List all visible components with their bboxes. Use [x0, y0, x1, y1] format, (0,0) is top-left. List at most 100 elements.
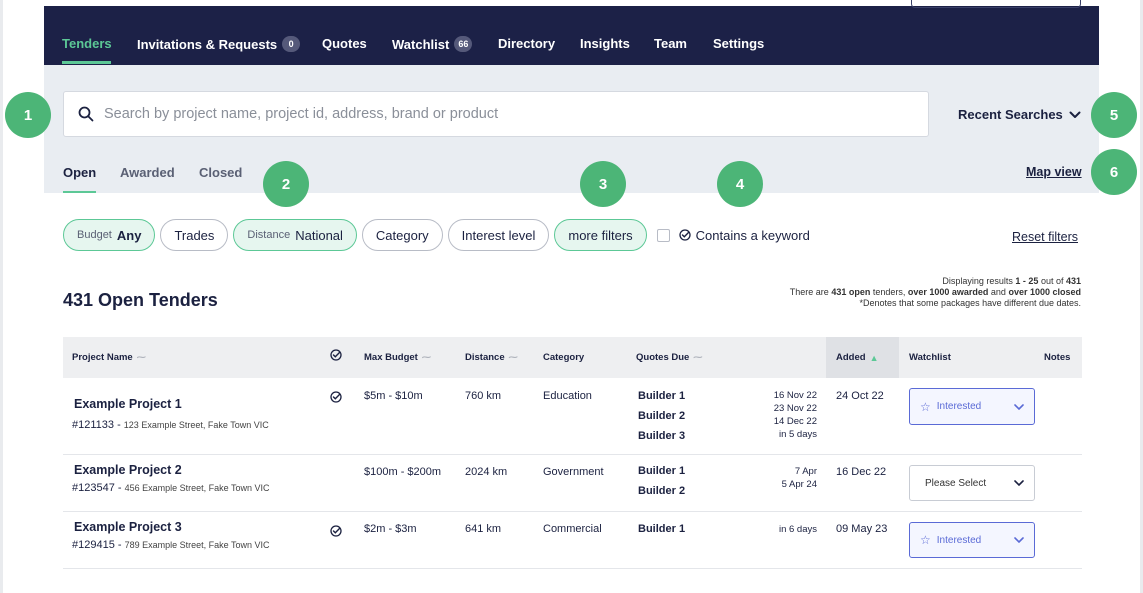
trades-filter[interactable]: Trades	[160, 219, 229, 251]
col-notes: Notes	[1044, 352, 1071, 363]
search-icon	[78, 106, 94, 122]
top-nav: Tenders Invitations & Requests 0 Quotes W…	[44, 0, 1099, 65]
category: Government	[543, 466, 604, 478]
builder-name: Builder 1	[638, 523, 686, 535]
check-circle-icon	[330, 391, 342, 403]
builder-name: Builder 2	[638, 485, 686, 497]
max-budget: $5m - $10m	[364, 390, 423, 402]
filter-value: Any	[116, 227, 142, 243]
nav-invitations[interactable]: Invitations & Requests 0	[137, 36, 301, 52]
table-row[interactable]: Example Project 2 #123547 - 456 Example …	[63, 455, 1082, 512]
app-frame: Tenders Invitations & Requests 0 Quotes W…	[44, 0, 1099, 593]
nav-label: Insights	[580, 36, 630, 51]
distance: 760 km	[465, 390, 502, 402]
sort-icon: ⁓	[508, 352, 518, 362]
tab-closed[interactable]: Closed	[199, 165, 243, 180]
page-title: 431 Open Tenders	[63, 290, 218, 310]
keyword-checkbox[interactable]	[656, 228, 670, 242]
nav-label: Tenders	[62, 36, 112, 51]
project-name[interactable]: Example Project 2	[74, 463, 182, 477]
nav-label: Team	[654, 36, 687, 51]
tab-active-underline	[63, 191, 96, 193]
map-view-link[interactable]: Map view	[1026, 165, 1082, 179]
col-max-budget[interactable]: Max Budget ⁓	[364, 352, 431, 363]
col-check	[330, 349, 342, 361]
nav-directory[interactable]: Directory	[498, 36, 555, 51]
results-line-2: There are 431 open tenders, over 1000 aw…	[789, 287, 1081, 297]
project-name[interactable]: Example Project 3	[74, 520, 182, 534]
reset-filters-link[interactable]: Reset filters	[1012, 230, 1078, 244]
interest-level-filter[interactable]: Interest level	[447, 219, 550, 251]
search-panel: Recent Searches Open Awarded Closed Map …	[44, 65, 1099, 193]
col-project-name[interactable]: Project Name ⁓	[72, 352, 146, 363]
max-budget: $2m - $3m	[364, 523, 417, 535]
col-quotes-due[interactable]: Quotes Due ⁓	[636, 352, 703, 363]
category-filter[interactable]: Category	[361, 219, 443, 251]
col-distance[interactable]: Distance ⁓	[465, 352, 518, 363]
chevron-down-icon	[1069, 111, 1081, 118]
budget-filter[interactable]: Budget Any	[63, 219, 156, 251]
watchlist-value: Please Select	[925, 477, 987, 489]
quotes-due-dates: in 6 days	[778, 524, 817, 535]
table-header: Project Name ⁓ Max Budget ⁓ Distance ⁓ Cate…	[63, 337, 1082, 378]
sort-ascending-icon: ▲	[869, 352, 879, 363]
distance-filter[interactable]: Distance National	[233, 219, 357, 251]
project-id-address: #123547 - 456 Example Street, Fake Town …	[72, 482, 270, 494]
star-icon: ☆	[920, 399, 931, 414]
project-name[interactable]: Example Project 1	[74, 397, 182, 411]
recent-searches-button[interactable]: Recent Searches	[958, 107, 1081, 122]
search-box[interactable]	[63, 91, 929, 137]
tab-awarded[interactable]: Awarded	[120, 165, 175, 180]
chevron-down-icon	[1014, 480, 1024, 486]
tab-open[interactable]: Open	[63, 165, 97, 180]
annotation-marker-6: 6	[1091, 149, 1137, 195]
watchlist-count-badge: 66	[454, 36, 473, 52]
annotation-marker-5: 5	[1091, 92, 1137, 138]
annotation-marker-2: 2	[263, 161, 309, 207]
watchlist-value: Interested	[936, 534, 982, 546]
watchlist-value: Interested	[936, 401, 982, 412]
results-summary: Displaying results 1 - 25 out of 431 The…	[790, 276, 1081, 309]
nav-insights[interactable]: Insights	[580, 36, 630, 51]
nav-quotes[interactable]: Quotes	[322, 36, 367, 51]
builders: Builder 1 Builder 2	[638, 461, 685, 501]
account-box[interactable]	[911, 0, 1081, 8]
sort-icon: ⁓	[693, 352, 703, 362]
nav-tenders[interactable]: Tenders	[62, 36, 112, 51]
nav-active-underline	[62, 61, 111, 64]
distance: 641 km	[465, 523, 502, 535]
nav-settings[interactable]: Settings	[713, 36, 764, 51]
nav-team[interactable]: Team	[654, 36, 687, 51]
watchlist-select[interactable]: ☆ Interested	[909, 522, 1035, 558]
left-edge	[0, 0, 3, 593]
search-input[interactable]	[104, 106, 904, 122]
check-circle-icon	[330, 525, 342, 537]
results-line-1: Displaying results 1 - 25 out of 431	[942, 276, 1081, 286]
nav-label: Quotes	[322, 36, 367, 51]
keyword-option[interactable]: Contains a keyword	[679, 228, 810, 243]
results-line-3: *Denotes that some packages have differe…	[859, 298, 1081, 308]
check-circle-icon	[679, 229, 691, 241]
table-row[interactable]: Example Project 3 #129415 - 789 Example …	[63, 512, 1082, 569]
builder-name: Builder 2	[638, 410, 686, 422]
watchlist-select[interactable]: Please Select	[909, 465, 1035, 501]
col-added[interactable]: Added ▲	[836, 352, 879, 363]
nav-label: Directory	[498, 36, 556, 51]
builders: Builder 1	[638, 519, 685, 539]
annotation-marker-4: 4	[717, 161, 763, 207]
category: Commercial	[543, 523, 602, 535]
distance: 2024 km	[465, 466, 508, 478]
more-filters-button[interactable]: more filters	[554, 219, 647, 251]
nav-watchlist[interactable]: Watchlist 66	[392, 36, 473, 52]
added-date: 09 May 23	[836, 523, 888, 535]
sort-icon: ⁓	[136, 352, 146, 362]
filter-value: National	[295, 227, 343, 243]
col-category: Category	[543, 352, 585, 363]
watchlist-select[interactable]: ☆ Interested	[909, 388, 1035, 425]
star-icon: ☆	[920, 533, 931, 547]
keyword-label: Contains a keyword	[695, 227, 810, 243]
table-row[interactable]: Example Project 1 #121133 - 123 Example …	[63, 378, 1082, 455]
category: Education	[543, 390, 592, 402]
filter-sub-label: Distance	[247, 229, 291, 241]
added-date: 24 Oct 22	[836, 390, 884, 402]
